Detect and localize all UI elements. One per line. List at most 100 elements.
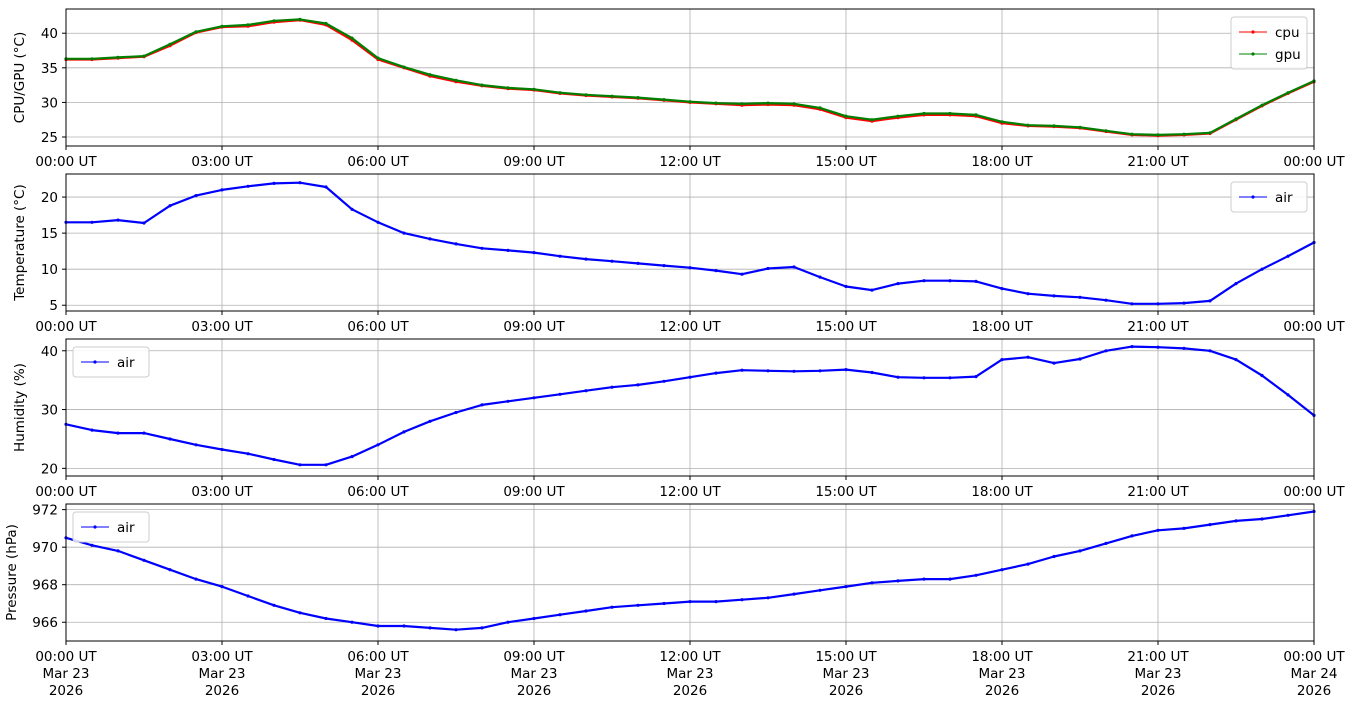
data-point-air <box>662 264 666 268</box>
y-tick-label: 20 <box>41 461 58 477</box>
legend-label: air <box>117 355 135 371</box>
data-point-gpu <box>896 114 900 118</box>
x-tick-label: 00:00 UT <box>35 154 97 170</box>
x-tick-label: 12:00 UT <box>659 649 721 665</box>
data-point-air <box>142 558 146 562</box>
data-point-gpu <box>272 19 276 23</box>
y-tick-label: 966 <box>32 615 58 631</box>
data-point-air <box>1182 526 1186 531</box>
data-point-air <box>350 455 354 459</box>
data-point-air <box>298 181 302 185</box>
x-tick-label: 06:00 UT <box>347 319 409 335</box>
data-point-gpu <box>948 111 952 116</box>
x-tick-label: 18:00 UT <box>971 319 1033 335</box>
x-tick-label: Mar 23 <box>355 666 402 682</box>
legend-frame <box>72 346 150 378</box>
data-point-gpu <box>454 78 458 82</box>
data-point-air <box>1234 358 1238 362</box>
x-tick-label: 09:00 UT <box>503 484 565 500</box>
data-point-air <box>1026 292 1030 296</box>
legend-label: gpu <box>1275 47 1301 63</box>
x-tick-label: 15:00 UT <box>815 319 877 335</box>
data-point-air <box>532 616 536 621</box>
data-point-air <box>558 613 562 617</box>
data-point-air <box>116 431 120 435</box>
legend: air <box>72 511 150 543</box>
x-tick-label: 12:00 UT <box>659 484 721 500</box>
legend-swatch-marker <box>1251 52 1255 56</box>
data-point-gpu <box>558 91 562 95</box>
data-point-air <box>1130 534 1134 538</box>
data-point-gpu <box>350 36 354 40</box>
data-point-air <box>90 428 94 432</box>
legend-swatch-marker <box>1251 195 1255 199</box>
data-point-air <box>480 403 484 407</box>
x-tick-label: 21:00 UT <box>1127 319 1189 335</box>
data-point-air <box>974 375 978 379</box>
data-point-air <box>1234 282 1238 286</box>
legend-label: cpu <box>1275 25 1300 41</box>
data-point-air <box>1052 361 1056 365</box>
x-tick-label: 21:00 UT <box>1127 154 1189 170</box>
legend-swatch-marker <box>1251 30 1255 34</box>
data-point-air <box>116 549 120 553</box>
x-tick-label: 2026 <box>517 683 551 699</box>
data-point-air <box>1026 355 1030 359</box>
data-point-air <box>792 369 796 373</box>
panel-2: 5 10 15 20 Temperature (°C) 00:00 UT 03:00 UT 0… <box>12 173 1345 335</box>
x-tick-label: 2026 <box>1141 683 1175 699</box>
data-point-gpu <box>194 30 198 34</box>
data-point-air <box>246 594 250 598</box>
panel-1: 25 30 35 40 CPU/GPU (°C) 00:00 UT 03:00 UT 06:0… <box>12 8 1345 170</box>
data-point-air <box>1156 302 1160 306</box>
data-point-air <box>506 248 510 252</box>
data-point-air <box>870 581 874 585</box>
x-tick-label: 15:00 UT <box>815 154 877 170</box>
data-point-gpu <box>324 21 328 26</box>
data-point-gpu <box>688 100 692 104</box>
data-point-air <box>1130 345 1134 349</box>
data-point-air <box>844 284 848 289</box>
x-tick-label: Mar 24 <box>1291 666 1338 682</box>
data-point-air <box>1078 295 1082 299</box>
data-point-air <box>636 603 640 607</box>
data-point-air <box>506 399 510 403</box>
data-point-gpu <box>974 113 978 117</box>
data-point-gpu <box>584 93 588 97</box>
y-tick-label: 30 <box>41 403 58 419</box>
data-point-air <box>740 272 744 276</box>
x-tick-label: 2026 <box>985 683 1019 699</box>
data-point-air <box>584 389 588 393</box>
data-point-air <box>142 431 146 435</box>
data-point-gpu <box>610 94 614 98</box>
x-tick-label: 21:00 UT <box>1127 649 1189 665</box>
x-tick-label: 2026 <box>205 683 239 699</box>
data-point-air <box>246 184 250 188</box>
data-point-air <box>1156 345 1160 349</box>
data-point-air <box>740 598 744 602</box>
data-point-gpu <box>1026 123 1030 127</box>
y-axis-label: Humidity (%) <box>12 363 28 452</box>
data-point-air <box>1078 549 1082 553</box>
data-point-air <box>324 463 328 467</box>
data-point-air <box>298 463 302 467</box>
data-point-air <box>1208 523 1212 527</box>
x-tick-label: 00:00 UT <box>35 484 97 500</box>
data-point-air <box>896 375 900 379</box>
data-point-air <box>1104 349 1108 353</box>
data-point-air <box>922 279 926 283</box>
data-point-air <box>454 628 458 632</box>
legend-swatch-marker <box>93 525 97 529</box>
data-point-air <box>610 605 614 609</box>
data-point-air <box>1052 554 1056 559</box>
data-point-air <box>1260 517 1264 521</box>
data-point-air <box>532 251 536 255</box>
data-point-air <box>818 275 822 279</box>
data-point-gpu <box>1182 132 1186 136</box>
legend-label: air <box>117 520 135 536</box>
data-point-air <box>220 585 224 589</box>
data-point-gpu <box>298 17 302 21</box>
data-point-air <box>558 392 562 396</box>
y-tick-label: 10 <box>41 262 58 278</box>
